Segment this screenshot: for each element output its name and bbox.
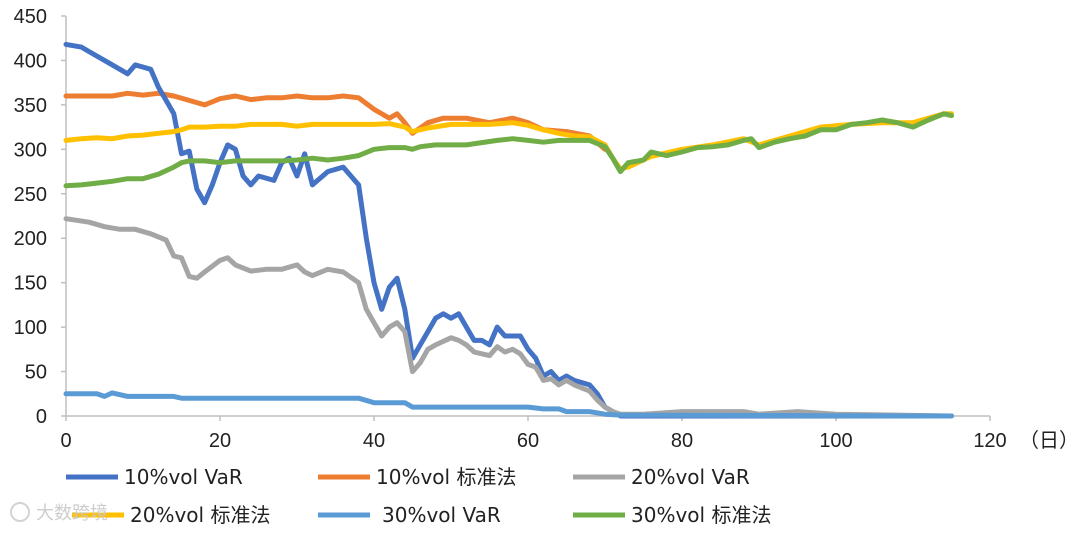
x-tick-label: 120 — [973, 430, 1006, 452]
x-tick-label: 60 — [517, 430, 539, 452]
x-tick-label: 80 — [671, 430, 693, 452]
legend-item-20-vol-var: 20%vol VaR — [573, 465, 750, 489]
x-tick-label: 100 — [819, 430, 852, 452]
legend-label: 30%vol VaR — [382, 503, 501, 527]
y-tick-label: 200 — [14, 228, 47, 250]
legend-item-30-vol-standard: 30%vol 标准法 — [573, 503, 771, 527]
y-tick-label: 450 — [14, 6, 47, 28]
y-tick-label: 100 — [14, 317, 47, 339]
legend-label: 20%vol 标准法 — [130, 503, 270, 527]
x-tick-label: 40 — [363, 430, 385, 452]
series-line-3 — [63, 216, 954, 419]
y-tick-label: 50 — [25, 362, 47, 384]
y-tick-label: 150 — [14, 273, 47, 295]
y-tick-label: 250 — [14, 184, 47, 206]
y-tick-label: 350 — [14, 95, 47, 117]
legend-item-10-vol-var: 10%vol VaR — [66, 465, 243, 489]
legend: 10%vol VaR 10%vol 标准法 20%vol VaR 20%vol … — [66, 465, 771, 527]
legend-label: 20%vol VaR — [631, 465, 750, 489]
y-tick-label: 300 — [14, 139, 47, 161]
watermark: 大数跨境 — [10, 502, 108, 524]
legend-item-10-vol-standard: 10%vol 标准法 — [318, 465, 516, 489]
legend-label: 10%vol VaR — [124, 465, 243, 489]
series-line-2 — [63, 41, 954, 419]
legend-label: 30%vol 标准法 — [631, 503, 771, 527]
series-line-1 — [63, 90, 608, 152]
y-axis-ticks: 0 50 100 150 200 250 300 350 400 450 — [14, 6, 66, 428]
watermark-logo-icon — [10, 502, 30, 522]
x-tick-label: 0 — [60, 430, 71, 452]
series-line-6 — [63, 111, 954, 189]
series-line-5 — [63, 390, 954, 419]
y-tick-label: 0 — [36, 406, 47, 428]
legend-item-30-vol-var: 30%vol VaR — [318, 503, 501, 527]
x-axis-ticks: 0 20 40 60 80 100 120 — [60, 416, 1007, 452]
y-tick-label: 400 — [14, 50, 47, 72]
x-tick-label: 20 — [209, 430, 231, 452]
legend-item-20-vol-standard: 20%vol 标准法 — [72, 503, 270, 527]
legend-label: 10%vol 标准法 — [376, 465, 516, 489]
watermark-text: 大数跨境 — [36, 503, 108, 524]
x-axis-title: （日） — [1019, 428, 1079, 452]
series-layer — [63, 41, 954, 419]
